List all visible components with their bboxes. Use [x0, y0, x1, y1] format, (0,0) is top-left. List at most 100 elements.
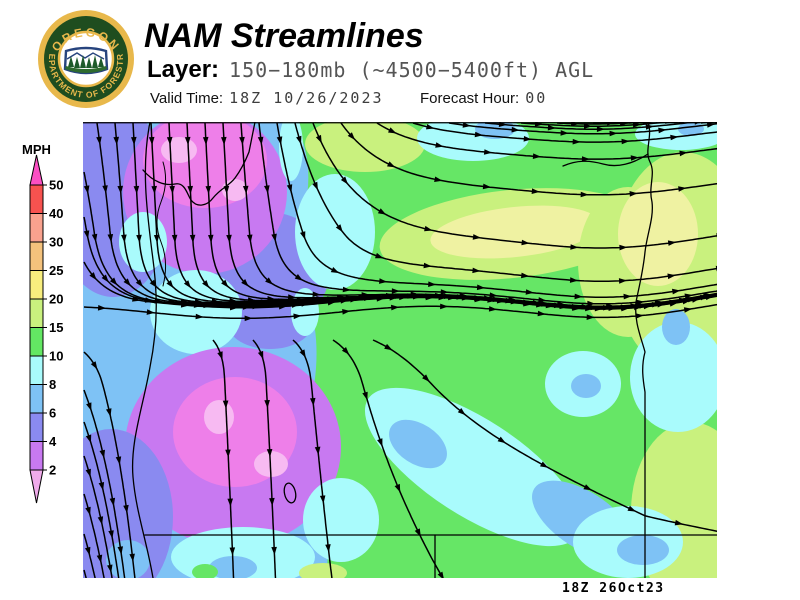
- streamline-arrowhead: [184, 136, 191, 146]
- colorbar-segments: [29, 184, 47, 471]
- streamline-arrowhead: [571, 122, 580, 127]
- streamline-arrowhead: [630, 155, 639, 161]
- streamline-arrowhead: [189, 234, 196, 243]
- streamline-arrowhead: [153, 234, 160, 243]
- streamline: [276, 122, 717, 298]
- streamline-arrowhead: [257, 350, 264, 360]
- streamline-arrowhead: [521, 239, 530, 246]
- streamline-arrowhead: [136, 234, 142, 243]
- streamline-arrowhead: [670, 134, 679, 141]
- streamline-arrowhead: [497, 436, 506, 444]
- streamline-arrowhead: [129, 553, 135, 562]
- streamline-arrowhead: [667, 273, 676, 280]
- streamline-arrowhead: [98, 482, 105, 491]
- streamline-arrowhead: [229, 547, 236, 556]
- streamline-arrowhead: [538, 297, 547, 303]
- streamline-arrowhead: [239, 136, 245, 145]
- odf-logo: OREGON DEPARTMENT OF FORESTRY: [37, 9, 134, 108]
- colorbar-tick-label: 15: [49, 320, 63, 335]
- streamline-arrowhead: [426, 124, 435, 130]
- streamline-arrowhead: [459, 292, 468, 299]
- streamline-arrowhead: [678, 186, 687, 192]
- streamline-arrowhead: [90, 361, 98, 370]
- speed-region: [299, 563, 347, 578]
- colorbar-tick-label: 50: [49, 178, 63, 193]
- speed-region: [571, 374, 601, 398]
- streamline: [292, 339, 333, 578]
- streamline-arrowhead: [83, 185, 90, 194]
- streamline-arrowhead: [205, 185, 211, 194]
- northeast-river: [562, 153, 649, 167]
- streamline-arrowhead: [606, 303, 615, 309]
- streamline-arrowhead: [715, 265, 717, 272]
- speed-region: [228, 299, 312, 349]
- colorbar-tick-label: 25: [49, 263, 63, 278]
- streamline-arrowhead: [202, 280, 210, 289]
- streamline-arrowhead: [488, 306, 498, 312]
- streamline-arrowhead: [146, 309, 155, 315]
- streamline-arrowhead: [310, 397, 316, 407]
- streamline-arrowhead: [107, 234, 114, 243]
- streamline-arrowhead: [523, 300, 532, 307]
- streamline-arrowhead: [684, 293, 693, 299]
- colorbar-segment: [30, 270, 43, 299]
- streamline-arrowhead: [654, 300, 663, 306]
- colorbar-segment: [30, 185, 43, 214]
- streamline-arrowhead: [226, 234, 232, 243]
- streamline: [312, 122, 717, 249]
- streamline-arrowhead: [91, 233, 98, 243]
- colorbar-title: MPH: [22, 142, 51, 157]
- streamline-arrowhead: [572, 305, 581, 311]
- speed-region: [303, 478, 379, 562]
- streamline: [83, 351, 136, 578]
- streamline-arrowhead: [489, 292, 498, 298]
- streamline-arrowhead: [425, 294, 434, 301]
- colorbar-tick-label: 40: [49, 206, 63, 221]
- streamline-arrowhead: [278, 303, 287, 310]
- streamline-arrowhead: [133, 185, 140, 194]
- streamline-arrowhead: [208, 234, 214, 243]
- streamline-arrowhead: [523, 136, 532, 142]
- streamline-arrowhead: [287, 294, 297, 300]
- streamline-arrowhead: [683, 307, 693, 313]
- streamline-arrowhead: [121, 234, 127, 243]
- colorbar-tick-label: 10: [49, 349, 63, 364]
- streamline-arrowhead: [131, 136, 137, 146]
- coastline: [131, 122, 157, 578]
- streamline-arrowhead: [643, 122, 650, 125]
- speed-region: [161, 137, 197, 163]
- streamline-arrowhead: [217, 351, 223, 360]
- streamline-arrowhead: [629, 191, 638, 197]
- streamline-arrowhead: [391, 304, 400, 311]
- streamline-arrowhead: [194, 298, 203, 305]
- streamline-arrowhead: [148, 136, 155, 146]
- streamline: [212, 339, 235, 578]
- streamline-arrowhead: [257, 136, 264, 145]
- streamline-arrowhead: [123, 504, 129, 514]
- speed-region: [150, 270, 242, 354]
- streamline-arrowhead: [391, 288, 400, 294]
- streamline-arrowhead: [97, 516, 104, 525]
- streamline-arrowhead: [581, 156, 590, 162]
- layer-value: 150−180mb (~4500−5400ft) AGL: [229, 58, 595, 82]
- streamline-arrowhead: [679, 122, 685, 125]
- streamline-arrowhead: [377, 208, 387, 215]
- streamline-arrowhead: [312, 291, 321, 298]
- streamline-arrowhead: [99, 449, 105, 459]
- streamline-arrowhead: [247, 297, 256, 303]
- valid-time-value: 18Z 10/26/2023: [229, 89, 384, 107]
- map-timestamp: 18Z 26Oct23: [562, 581, 665, 596]
- forecast-hour-line: Forecast Hour: 00: [420, 89, 547, 107]
- streamline-arrowhead: [229, 298, 238, 304]
- streamline-arrowhead: [312, 181, 318, 191]
- streamline-arrowhead: [632, 122, 641, 128]
- streamline-arrowhead: [221, 279, 229, 288]
- streamline-arrowhead: [618, 278, 627, 284]
- streamline-arrowhead: [347, 132, 356, 140]
- speed-region: [630, 322, 717, 432]
- layer-label: Layer:: [147, 56, 220, 83]
- streamline-arrowhead: [596, 126, 605, 132]
- streamline-arrowhead: [264, 400, 270, 409]
- streamline-arrowhead: [525, 289, 534, 295]
- speed-region: [430, 205, 600, 259]
